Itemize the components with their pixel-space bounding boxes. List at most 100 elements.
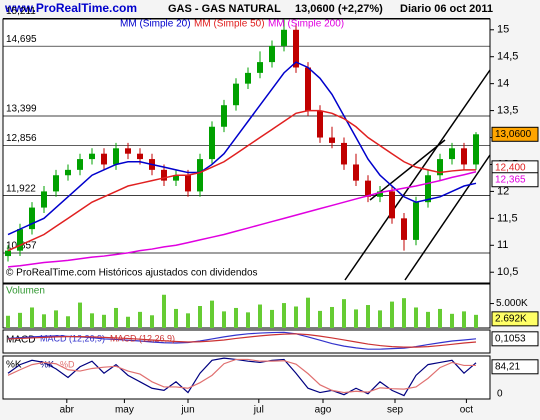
candle-body <box>437 159 443 176</box>
candle-body <box>389 191 395 219</box>
level-label: 13,399 <box>6 104 37 115</box>
note: © ProRealTime.com Históricos ajustados c… <box>6 268 258 279</box>
candle-body <box>245 72 251 84</box>
candle-body <box>269 45 275 63</box>
volume-bar <box>330 306 334 328</box>
y-tick-label: 14 <box>497 78 509 90</box>
value-box-label: 0,1053 <box>495 333 526 344</box>
volume-bar <box>126 316 130 328</box>
volume-bar <box>270 309 274 328</box>
volume-bar <box>390 301 394 328</box>
legend-entry: MM (Simple 50) <box>194 19 265 30</box>
candle-body <box>329 137 335 143</box>
volume-bar <box>354 309 358 328</box>
candle-body <box>353 164 359 181</box>
volume-bar <box>438 308 442 328</box>
y-tick-label: 15 <box>497 24 509 36</box>
candle-body <box>365 180 371 197</box>
candle-body <box>77 159 83 170</box>
legend-entry: %D <box>60 359 75 369</box>
value-box <box>491 359 539 375</box>
candle-body <box>401 218 407 240</box>
level-label: 14,695 <box>6 34 37 45</box>
volume-bar <box>198 306 202 328</box>
volume-bar <box>150 315 154 328</box>
value-box-label: 12,400 <box>495 162 526 173</box>
candle-body <box>41 191 47 208</box>
legend-entry: MM (Simple 200) <box>268 19 344 30</box>
candle-body <box>257 62 263 73</box>
candle-body <box>89 153 95 160</box>
volume-bar <box>186 313 190 328</box>
title: GAS - GAS NATURAL <box>168 3 281 15</box>
candle-body <box>317 110 323 138</box>
level-label: 12,856 <box>6 133 37 144</box>
y-tick-label: 10,5 <box>497 266 518 278</box>
y-tick-label: 11 <box>497 239 508 251</box>
candle-body <box>137 153 143 160</box>
series-line <box>7 109 476 252</box>
series-line <box>7 357 477 397</box>
volume-bar <box>366 305 370 328</box>
x-tick-label: abr <box>60 405 75 416</box>
volume-bar <box>318 310 322 328</box>
x-tick-label: may <box>115 405 134 416</box>
panel-title: MACD <box>6 335 35 346</box>
volume-bar <box>402 298 406 328</box>
volume-bar <box>54 310 58 328</box>
candle-body <box>65 169 71 176</box>
volume-bar <box>210 300 214 328</box>
y-tick-label: 12 <box>497 185 509 197</box>
panel-title: %K <box>6 360 22 371</box>
candle-body <box>413 202 419 240</box>
volume-bar <box>342 299 346 328</box>
volume-bar <box>474 314 478 328</box>
panel-title: Volumen <box>6 286 45 297</box>
candle-body <box>281 29 287 46</box>
x-tick-label: oct <box>460 405 474 416</box>
volume-bar <box>426 311 430 328</box>
channel-line <box>369 139 446 201</box>
volume-bar <box>222 311 226 328</box>
volume-bar <box>90 313 94 328</box>
stoch-panel <box>2 355 491 400</box>
candle-body <box>305 67 311 111</box>
y-tick-label: 13,5 <box>497 104 518 116</box>
candle-body <box>233 83 239 106</box>
candle-body <box>173 175 179 181</box>
volume-bar <box>66 316 70 328</box>
volume-bar <box>294 306 298 328</box>
volume-bar <box>414 307 418 328</box>
series-line <box>7 171 477 268</box>
volume-bar <box>282 303 286 328</box>
series-line <box>7 358 476 394</box>
macd-panel <box>2 329 491 354</box>
candle-body <box>101 153 107 165</box>
y-tick-label: 0 <box>497 389 503 400</box>
volume-bar <box>378 310 382 328</box>
legend-entry: MACD (12,26,9) <box>40 333 105 343</box>
x-tick-label: ago <box>315 405 332 416</box>
candle-body <box>185 175 191 192</box>
value-box <box>491 331 539 347</box>
value-box-label: 13,0600 <box>495 129 532 140</box>
legend-entry: %K <box>40 359 54 369</box>
candle-body <box>197 159 203 192</box>
series-line <box>7 61 477 236</box>
candle-body <box>5 250 11 257</box>
y-tick-label: 14,5 <box>497 51 518 63</box>
candle-body <box>473 134 479 165</box>
candle-body <box>341 142 347 165</box>
volume-bar <box>114 307 118 328</box>
volume-bar <box>306 297 310 328</box>
volume-bar <box>450 313 454 328</box>
candle-body <box>161 169 167 181</box>
volume-bar <box>6 315 10 328</box>
volume-bar <box>246 312 250 328</box>
site: www.ProRealTime.com <box>4 1 137 15</box>
channel-line <box>404 154 491 281</box>
price-panel <box>2 18 491 284</box>
legend-entry: MM (Simple 20) <box>120 19 191 30</box>
volume-bar <box>138 311 142 328</box>
